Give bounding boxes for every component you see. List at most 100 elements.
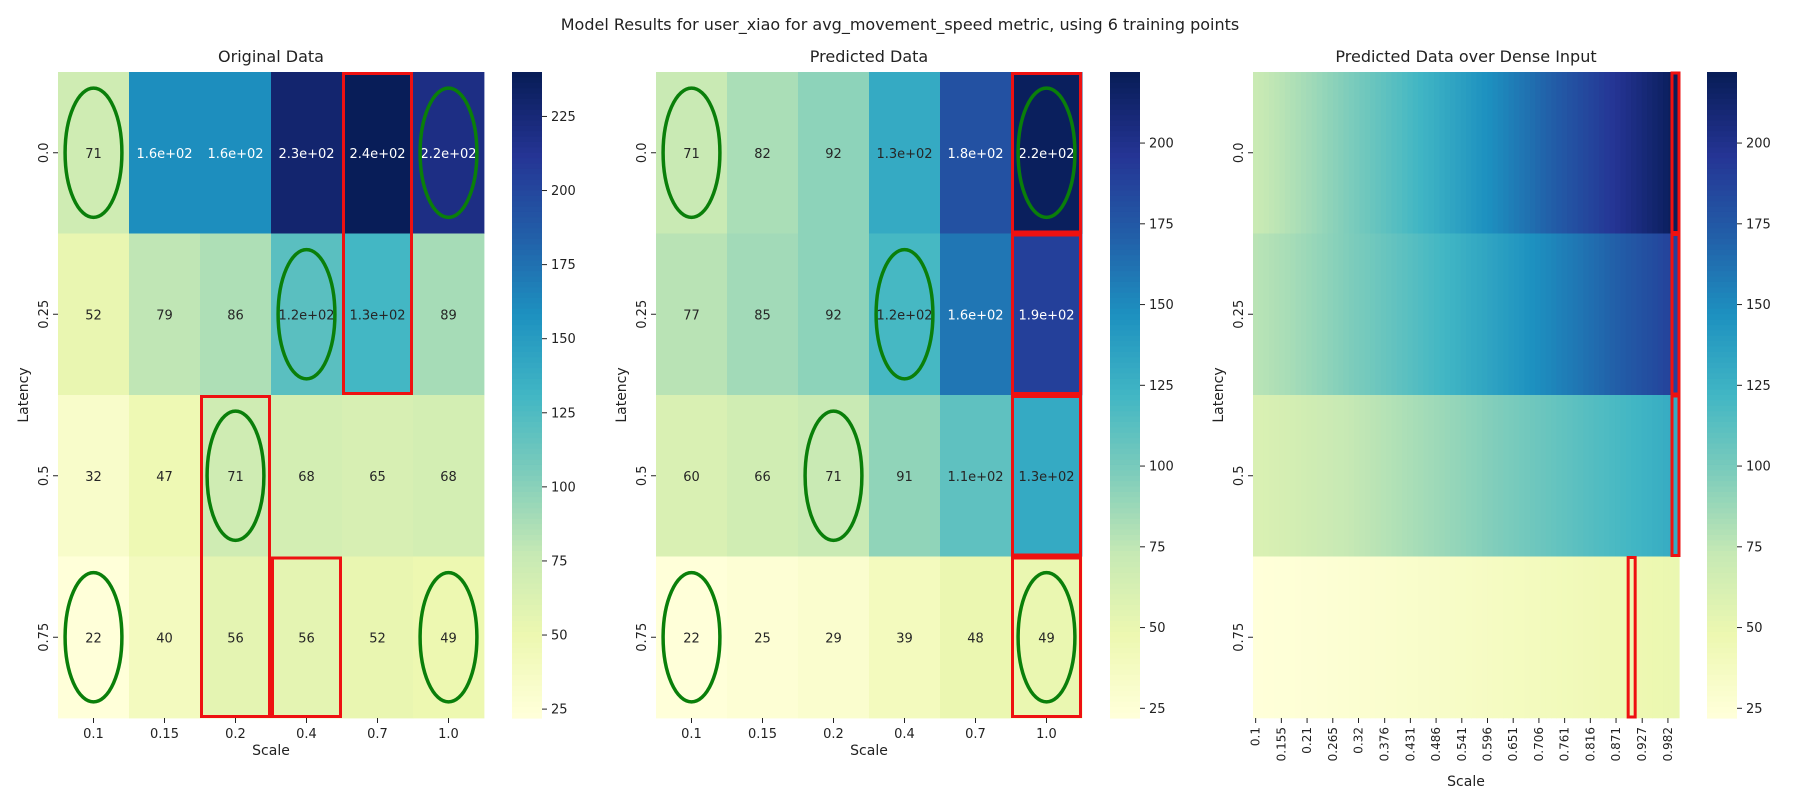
heatmap-cell bbox=[1567, 72, 1574, 234]
heatmap-cell bbox=[940, 556, 1012, 719]
cell-annotation: 68 bbox=[298, 470, 315, 485]
cell-annotation: 92 bbox=[825, 308, 842, 323]
x-tick-label: 0.21 bbox=[1300, 727, 1314, 754]
colorbar-segment bbox=[1707, 147, 1737, 154]
heatmap-cell bbox=[727, 233, 799, 396]
x-tick-label: 0.596 bbox=[1481, 727, 1495, 761]
colorbar-segment bbox=[1110, 211, 1140, 218]
colorbar-segment bbox=[1707, 319, 1737, 326]
colorbar-segment bbox=[1707, 255, 1737, 262]
colorbar-segment bbox=[1707, 141, 1737, 148]
colorbar-segment bbox=[1110, 664, 1140, 671]
colorbar-segment bbox=[1110, 637, 1140, 644]
colorbar-segment bbox=[512, 604, 542, 611]
heatmap-cell bbox=[1402, 395, 1409, 557]
colorbar-segment bbox=[512, 238, 542, 245]
x-tick-label: 0.4 bbox=[894, 727, 915, 742]
heatmap-cell bbox=[413, 233, 485, 396]
heatmap-cell bbox=[1466, 556, 1472, 719]
colorbar-segment bbox=[1707, 513, 1737, 520]
heatmap-cell bbox=[1609, 233, 1616, 396]
training-point-ellipse bbox=[63, 570, 124, 704]
heatmap-cell bbox=[1364, 233, 1371, 396]
heatmap-cell bbox=[413, 395, 485, 557]
colorbar-segment bbox=[1110, 626, 1140, 633]
colorbar-segment bbox=[1110, 648, 1140, 654]
colorbar-segment bbox=[1707, 470, 1737, 477]
training-point-ellipse bbox=[205, 409, 266, 543]
colorbar-segment bbox=[1707, 163, 1737, 170]
colorbar-segment bbox=[1707, 707, 1737, 714]
colorbar-segment bbox=[1110, 125, 1140, 132]
colorbar-segment bbox=[1110, 228, 1140, 235]
heatmap-cell bbox=[271, 395, 343, 557]
heatmap-cell bbox=[1423, 556, 1430, 719]
heatmap-cell bbox=[1011, 233, 1083, 396]
heatmap-cell bbox=[1604, 72, 1611, 234]
heatmap-cell bbox=[1668, 556, 1675, 719]
colorbar-segment bbox=[1110, 109, 1140, 116]
colorbar-segment bbox=[512, 281, 542, 288]
heatmap-cell bbox=[1652, 72, 1659, 234]
max-highlight-box bbox=[1670, 233, 1681, 396]
heatmap-cell bbox=[1428, 72, 1435, 234]
colorbar-segment bbox=[1110, 330, 1140, 337]
heatmap-cell bbox=[869, 556, 941, 719]
colorbar-segment bbox=[1110, 395, 1140, 401]
colorbar-segment bbox=[512, 244, 542, 251]
colorbar-segment bbox=[1110, 459, 1140, 466]
training-point-ellipse bbox=[661, 86, 722, 220]
x-tick-label: 0.1 bbox=[83, 727, 104, 742]
cell-annotation: 52 bbox=[369, 631, 386, 646]
heatmap-cell bbox=[1316, 233, 1323, 396]
colorbar-segment bbox=[512, 497, 542, 504]
heatmap-cell bbox=[1434, 72, 1440, 234]
colorbar-segment bbox=[512, 475, 542, 482]
heatmap-cell bbox=[1540, 72, 1547, 234]
colorbar-segment bbox=[1707, 298, 1737, 305]
heatmap-cell bbox=[1556, 395, 1563, 557]
colorbar-segment bbox=[512, 362, 542, 369]
colorbar-segment bbox=[1707, 427, 1737, 434]
x-tick-label: 0.816 bbox=[1583, 727, 1597, 761]
x-tick-label: 0.15 bbox=[150, 727, 179, 742]
heatmap-cell bbox=[1450, 233, 1456, 396]
colorbar-tick-label: 175 bbox=[1149, 217, 1174, 232]
heatmap-cell bbox=[1418, 556, 1424, 719]
colorbar-segment bbox=[512, 561, 542, 568]
heatmap-cell bbox=[1311, 395, 1318, 557]
heatmap-cell bbox=[1332, 233, 1339, 396]
heatmap-cell bbox=[413, 72, 485, 234]
heatmap-cell bbox=[1455, 233, 1462, 396]
heatmap-cell bbox=[1460, 395, 1467, 557]
heatmap-cell bbox=[1338, 72, 1345, 234]
heatmap-cell bbox=[1391, 556, 1398, 719]
colorbar-tick-label: 125 bbox=[1746, 379, 1771, 394]
colorbar-segment bbox=[1707, 411, 1737, 418]
heatmap-cell bbox=[1583, 395, 1590, 557]
heatmap-cell bbox=[1545, 556, 1552, 719]
heatmap-cell bbox=[1380, 72, 1387, 234]
heatmap-cell bbox=[1263, 556, 1270, 719]
heatmap-cell bbox=[1359, 556, 1366, 719]
colorbar-segment bbox=[1110, 373, 1140, 380]
heatmap-cell bbox=[1593, 72, 1600, 234]
x-tick-label: 0.871 bbox=[1609, 727, 1623, 761]
heatmap-cell bbox=[1322, 233, 1329, 396]
cell-annotation: 66 bbox=[754, 470, 771, 485]
colorbar-segment bbox=[1707, 120, 1737, 127]
heatmap-cell bbox=[798, 395, 870, 557]
training-point-ellipse bbox=[276, 247, 337, 381]
colorbar-segment bbox=[1707, 421, 1737, 428]
colorbar-tick-label: 75 bbox=[551, 554, 568, 569]
colorbar-segment bbox=[1707, 378, 1737, 385]
heatmap-cell bbox=[1290, 395, 1297, 557]
y-tick-label: 0.25 bbox=[635, 300, 650, 329]
heatmap-cell bbox=[1386, 233, 1393, 396]
heatmap-cell bbox=[1402, 72, 1409, 234]
colorbar-segment bbox=[1110, 72, 1140, 78]
heatmap-cell bbox=[1476, 72, 1483, 234]
colorbar-tick-label: 175 bbox=[551, 258, 576, 273]
colorbar-segment bbox=[1707, 190, 1737, 197]
